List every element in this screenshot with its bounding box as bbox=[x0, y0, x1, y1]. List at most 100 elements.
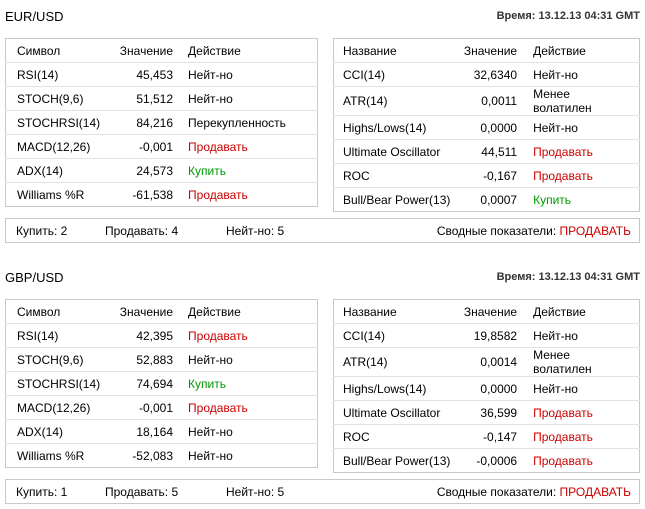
indicator-name: Ultimate Oscillator bbox=[333, 400, 463, 425]
timestamp: Время: 13.12.13 04:31 GMT bbox=[496, 10, 640, 22]
indicator-name: Highs/Lows(14) bbox=[333, 115, 463, 140]
indicator-action: Продавать bbox=[517, 139, 640, 164]
indicator-action: Продавать bbox=[517, 400, 640, 425]
header-cell: Действие bbox=[173, 38, 318, 63]
indicator-action: Нейт-но bbox=[517, 376, 640, 401]
overall-summary: Сводные показатели: ПРОДАВАТЬ bbox=[437, 224, 631, 238]
neutral-count: Нейт-но: 5 bbox=[226, 224, 285, 238]
overall-label: Сводные показатели: bbox=[436, 224, 557, 238]
indicator-action: Купить bbox=[173, 158, 318, 183]
overall-signal: ПРОДАВАТЬ bbox=[559, 224, 631, 238]
indicator-value: -0,147 bbox=[462, 424, 518, 449]
indicator-name: ROC bbox=[333, 424, 463, 449]
indicator-value: 0,0000 bbox=[462, 376, 518, 401]
header-cell: Действие bbox=[173, 299, 318, 324]
indicator-row: Williams %R -61,538 Продавать bbox=[6, 183, 318, 207]
indicator-action: Нейт-но bbox=[517, 323, 640, 348]
header-cell: Значение bbox=[116, 38, 174, 63]
indicator-value: 51,512 bbox=[116, 86, 174, 111]
overall-summary: Сводные показатели: ПРОДАВАТЬ bbox=[437, 485, 631, 499]
indicator-row: RSI(14) 42,395 Продавать bbox=[5, 323, 318, 348]
indicator-row: MACD(12,26) -0,001 Продавать bbox=[5, 134, 318, 159]
section: GBP/USD Время: 13.12.13 04:31 GMT Символ Зн… bbox=[0, 261, 645, 509]
indicator-name: STOCHRSI(14) bbox=[5, 110, 117, 135]
indicator-action: Нейт-но bbox=[188, 448, 233, 463]
timestamp: Время: 13.12.13 04:31 GMT bbox=[496, 271, 640, 283]
indicator-action: Нейт-но bbox=[173, 62, 318, 87]
indicator-name: Bull/Bear Power(13) bbox=[343, 453, 451, 468]
header-row: Символ Значение Действие bbox=[5, 299, 318, 324]
indicator-name: ATR(14) bbox=[333, 86, 463, 116]
indicator-value: -0,001 bbox=[116, 395, 174, 420]
header-cell: Символ bbox=[5, 38, 117, 63]
indicator-name: Williams %R bbox=[17, 187, 85, 202]
indicator-action: Продавать bbox=[517, 424, 640, 449]
indicator-name: ROC bbox=[333, 163, 463, 188]
summary-bar: Купить: 1 Продавать: 5 Нейт-но: 5 Сводные п… bbox=[5, 479, 640, 504]
summary-bar: Купить: 2 Продавать: 4 Нейт-но: 5 Сводные п… bbox=[5, 218, 640, 243]
indicator-value: 44,511 bbox=[462, 139, 518, 164]
indicator-value: 32,6340 bbox=[462, 62, 518, 87]
indicator-value: -0,167 bbox=[462, 163, 518, 188]
indicator-value: -0,001 bbox=[116, 134, 174, 159]
indicator-value: 84,216 bbox=[116, 110, 174, 135]
indicator-action: Менее волатилен bbox=[517, 86, 640, 116]
header-cell: Значение bbox=[116, 299, 174, 324]
header-row: Символ Значение Действие bbox=[5, 38, 318, 63]
indicator-value: 0,0014 bbox=[462, 347, 518, 377]
overall-signal: ПРОДАВАТЬ bbox=[559, 485, 631, 499]
indicator-value: 24,573 bbox=[116, 158, 174, 183]
sell-count: Продавать: 4 bbox=[105, 224, 179, 238]
indicator-name: STOCHRSI(14) bbox=[5, 371, 117, 396]
indicator-name: Williams %R bbox=[17, 448, 85, 463]
indicator-row: STOCH(9,6) 51,512 Нейт-но bbox=[5, 86, 318, 111]
indicator-name: RSI(14) bbox=[5, 323, 117, 348]
indicator-row: ADX(14) 24,573 Купить bbox=[5, 158, 318, 183]
indicator-action: Купить bbox=[533, 192, 572, 207]
header-cell: Действие bbox=[517, 299, 640, 324]
indicator-name: ATR(14) bbox=[333, 347, 463, 377]
indicator-name: STOCH(9,6) bbox=[5, 347, 117, 372]
indicator-value: -52,083 bbox=[132, 448, 174, 463]
section: EUR/USD Время: 13.12.13 04:31 GMT Символ Зн… bbox=[0, 0, 645, 250]
header-cell: Значение bbox=[462, 38, 518, 63]
indicator-value: -61,538 bbox=[132, 187, 174, 202]
indicator-name: Bull/Bear Power(13) bbox=[343, 192, 451, 207]
indicator-value: 42,395 bbox=[116, 323, 174, 348]
indicator-row: CCI(14) 32,6340 Нейт-но bbox=[333, 62, 640, 87]
indicator-table: Название Значение Действие CCI(14) 32,6340 Не… bbox=[333, 38, 640, 212]
indicator-name: STOCH(9,6) bbox=[5, 86, 117, 111]
indicator-name: CCI(14) bbox=[333, 323, 463, 348]
indicator-action: Менее волатилен bbox=[517, 347, 640, 377]
header-cell: Символ bbox=[5, 299, 117, 324]
header-cell: Название bbox=[333, 299, 463, 324]
indicator-row: ROC -0,147 Продавать bbox=[333, 424, 640, 449]
indicator-action: Продавать bbox=[188, 187, 248, 202]
indicator-value: 0,0011 bbox=[462, 86, 518, 116]
indicator-value: 19,8582 bbox=[462, 323, 518, 348]
indicator-action: Нейт-но bbox=[173, 347, 318, 372]
indicator-value: 45,453 bbox=[116, 62, 174, 87]
sell-count: Продавать: 5 bbox=[105, 485, 179, 499]
indicator-row: ATR(14) 0,0011 Менее волатилен bbox=[333, 86, 640, 116]
indicator-row: Bull/Bear Power(13) -0,0006 Продавать bbox=[334, 449, 640, 473]
indicator-row: Highs/Lows(14) 0,0000 Нейт-но bbox=[333, 376, 640, 401]
indicator-action: Продавать bbox=[517, 163, 640, 188]
overall-label: Сводные показатели: bbox=[436, 485, 557, 499]
header-cell: Название bbox=[333, 38, 463, 63]
indicator-row: Ultimate Oscillator 44,511 Продавать bbox=[333, 139, 640, 164]
indicator-action: Нейт-но bbox=[517, 115, 640, 140]
indicator-action: Купить bbox=[173, 371, 318, 396]
buy-count: Купить: 1 bbox=[16, 485, 68, 499]
indicator-name: ADX(14) bbox=[5, 419, 117, 444]
indicator-row: RSI(14) 45,453 Нейт-но bbox=[5, 62, 318, 87]
indicator-action: Нейт-но bbox=[517, 62, 640, 87]
indicator-action: Нейт-но bbox=[173, 419, 318, 444]
indicator-value: -0,0006 bbox=[476, 453, 518, 468]
indicator-row: Bull/Bear Power(13) 0,0007 Купить bbox=[334, 188, 640, 212]
indicator-row: CCI(14) 19,8582 Нейт-но bbox=[333, 323, 640, 348]
indicator-name: MACD(12,26) bbox=[5, 134, 117, 159]
indicator-name: ADX(14) bbox=[5, 158, 117, 183]
header-cell: Значение bbox=[462, 299, 518, 324]
